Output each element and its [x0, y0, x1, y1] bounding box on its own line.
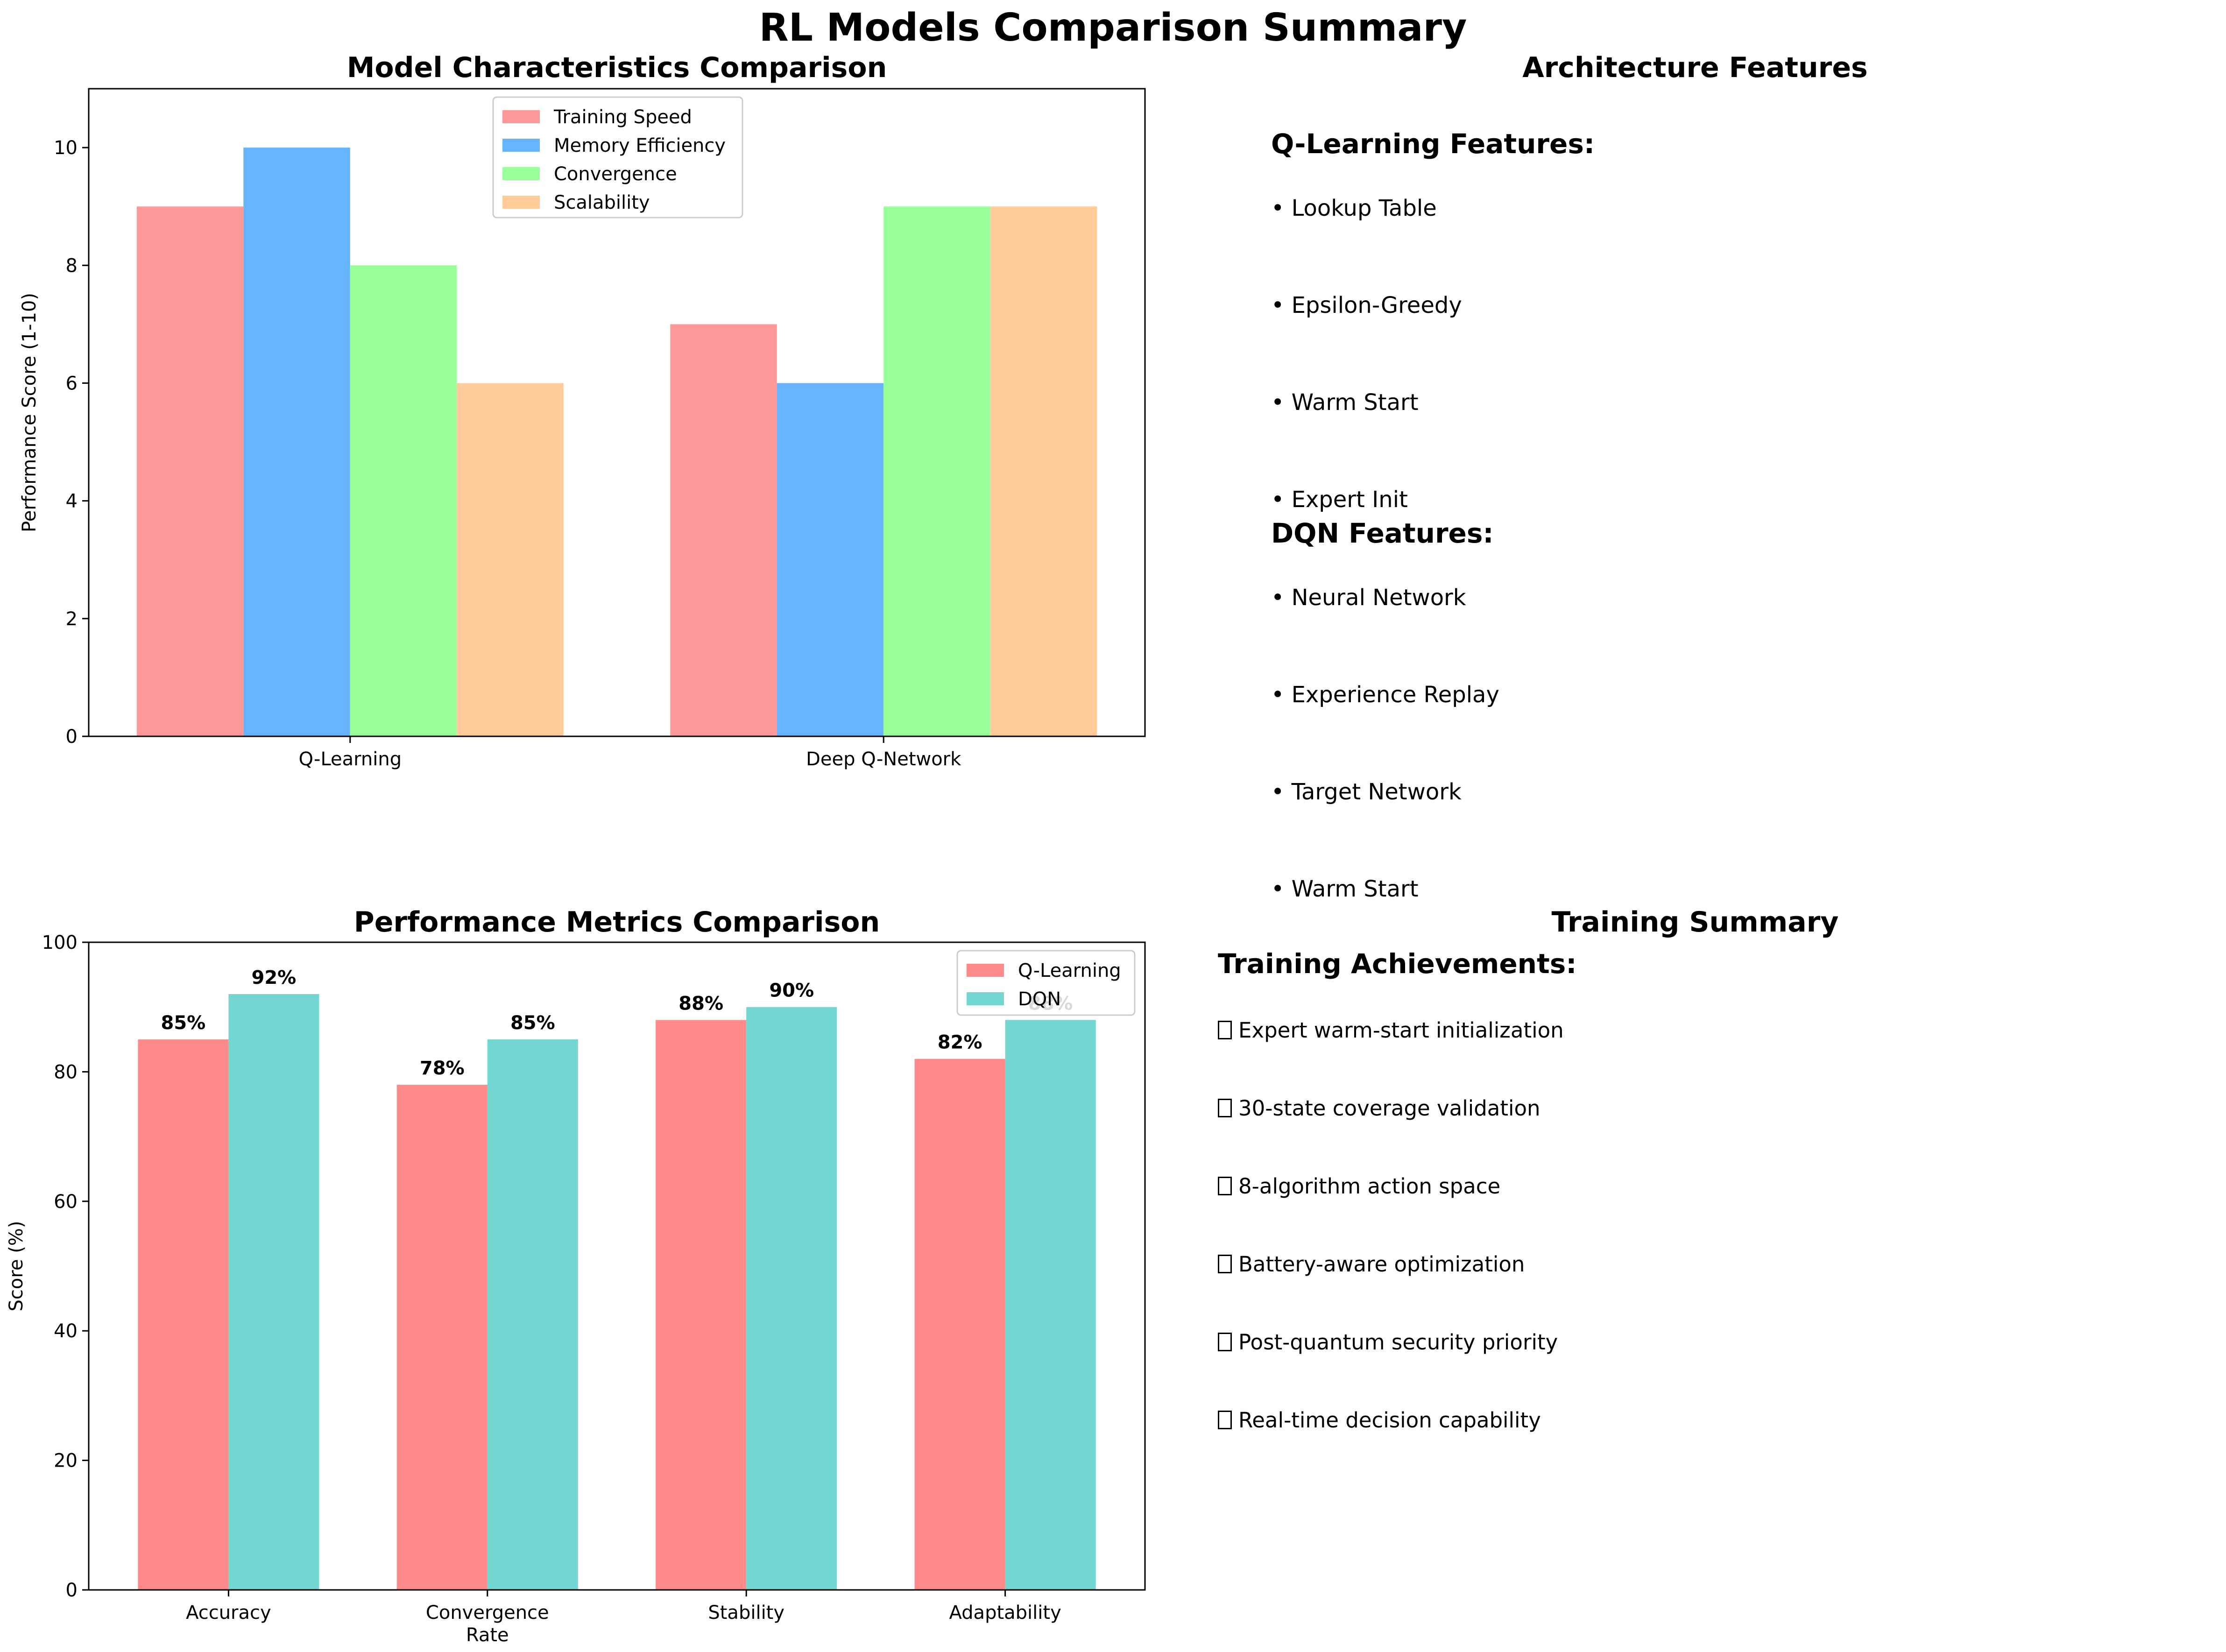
legend-swatch	[967, 964, 1004, 977]
data-label: 85%	[510, 1012, 555, 1034]
data-label: 92%	[252, 967, 297, 988]
legend-label: Scalability	[554, 192, 650, 213]
achievement-text: Post-quantum security priority	[1238, 1330, 1558, 1355]
y-tick-label: 6	[66, 373, 78, 394]
bar-0-2-1	[883, 206, 990, 736]
y-tick-label: 0	[66, 1580, 78, 1601]
plot-frame	[88, 88, 1146, 737]
dqn-features-heading: DQN Features:	[1271, 517, 1494, 549]
bar-0-2-0	[350, 265, 457, 736]
checkbox-glyph-icon	[1218, 1255, 1232, 1273]
y-tick-label: 8	[66, 255, 78, 276]
qlearning-features-heading: Q-Learning Features:	[1271, 128, 1595, 160]
chart1-title: Model Characteristics Comparison	[346, 51, 887, 84]
legend-swatch	[502, 110, 540, 123]
dqn-feature-item: • Target Network	[1271, 779, 1462, 805]
bar-1-1-0	[228, 994, 319, 1590]
bar-1-1-3	[1005, 1020, 1096, 1590]
y-tick-label: 80	[54, 1061, 78, 1083]
y-axis-label: Score (%)	[6, 1221, 27, 1312]
legend-swatch	[502, 139, 540, 152]
data-label: 82%	[938, 1032, 982, 1053]
achievement-text: Real-time decision capability	[1238, 1408, 1541, 1433]
data-label: 90%	[769, 980, 814, 1002]
legend-label: Training Speed	[553, 106, 692, 128]
bar-1-1-2	[746, 1007, 837, 1590]
data-label: 85%	[161, 1012, 205, 1034]
figure-title: RL Models Comparison Summary	[759, 6, 1467, 50]
legend-label: DQN	[1018, 988, 1061, 1010]
achievement-item: 8-algorithm action space	[1218, 1174, 1500, 1199]
y-tick-label: 40	[54, 1320, 78, 1342]
bar-0-0-0	[136, 206, 244, 736]
x-tick-label: Q-Learning	[298, 748, 402, 770]
legend-label: Q-Learning	[1018, 960, 1121, 981]
y-tick-label: 0	[66, 726, 78, 748]
legend-swatch	[502, 167, 540, 180]
achievement-text: Expert warm-start initialization	[1238, 1018, 1564, 1043]
chart2-title: Performance Metrics Comparison	[353, 906, 880, 939]
x-tick-label: Convergence	[426, 1602, 549, 1624]
legend-label: Convergence	[554, 163, 677, 185]
checkbox-glyph-icon	[1218, 1411, 1232, 1429]
bar-1-1-1	[487, 1039, 578, 1590]
checkbox-glyph-icon	[1218, 1099, 1232, 1117]
bar-1-0-2	[656, 1020, 747, 1590]
bar-1-0-3	[914, 1059, 1005, 1590]
qlearning-feature-item: • Epsilon-Greedy	[1271, 292, 1462, 318]
bar-0-1-1	[777, 383, 884, 736]
y-tick-label: 4	[66, 491, 78, 512]
achievement-item: Real-time decision capability	[1218, 1408, 1541, 1433]
legend-swatch	[967, 992, 1004, 1005]
plot-frame	[88, 941, 1146, 1591]
achievement-item: Expert warm-start initialization	[1218, 1018, 1564, 1043]
dqn-feature-item: • Neural Network	[1271, 585, 1466, 611]
x-tick-label: Stability	[708, 1602, 784, 1624]
x-tick-label: Accuracy	[186, 1602, 271, 1624]
achievement-item: Battery-aware optimization	[1218, 1252, 1525, 1277]
y-tick-label: 100	[42, 932, 78, 953]
training-achievements-heading: Training Achievements:	[1218, 948, 1577, 980]
legend-label: Memory Efficiency	[554, 135, 726, 156]
x-tick-label: Adaptability	[949, 1602, 1061, 1624]
x-tick-label: Rate	[466, 1624, 509, 1646]
checkbox-glyph-icon	[1218, 1177, 1232, 1195]
architecture-title: Architecture Features	[1522, 51, 1868, 84]
checkbox-glyph-icon	[1218, 1333, 1232, 1351]
y-axis-label: Performance Score (1-10)	[19, 293, 40, 532]
data-label: 78%	[420, 1058, 465, 1079]
legend-box	[492, 96, 743, 219]
y-tick-label: 20	[54, 1450, 78, 1472]
data-label: 88%	[678, 993, 723, 1014]
bar-0-0-1	[670, 324, 777, 736]
bar-0-3-1	[990, 206, 1097, 736]
bar-1-0-1	[396, 1085, 488, 1590]
qlearning-feature-item: • Lookup Table	[1271, 195, 1437, 221]
bar-0-1-0	[243, 148, 350, 736]
y-tick-label: 10	[54, 137, 78, 159]
achievement-text: 8-algorithm action space	[1238, 1174, 1501, 1199]
achievement-text: Battery-aware optimization	[1238, 1252, 1525, 1277]
achievement-text: 30-state coverage validation	[1238, 1096, 1541, 1121]
checkbox-glyph-icon	[1218, 1021, 1232, 1039]
achievement-item: 30-state coverage validation	[1218, 1096, 1541, 1121]
legend-swatch	[502, 196, 540, 209]
training-title: Training Summary	[1551, 906, 1839, 939]
y-tick-label: 2	[66, 608, 78, 630]
bar-0-3-0	[457, 383, 564, 736]
dqn-feature-item: • Experience Replay	[1271, 682, 1499, 708]
dqn-feature-item: • Warm Start	[1271, 876, 1419, 902]
bar-1-0-0	[138, 1039, 229, 1590]
qlearning-feature-item: • Warm Start	[1271, 389, 1419, 416]
qlearning-feature-item: • Expert Init	[1271, 487, 1408, 513]
x-tick-label: Deep Q-Network	[806, 748, 961, 770]
y-tick-label: 60	[54, 1191, 78, 1213]
achievement-item: Post-quantum security priority	[1218, 1330, 1558, 1355]
